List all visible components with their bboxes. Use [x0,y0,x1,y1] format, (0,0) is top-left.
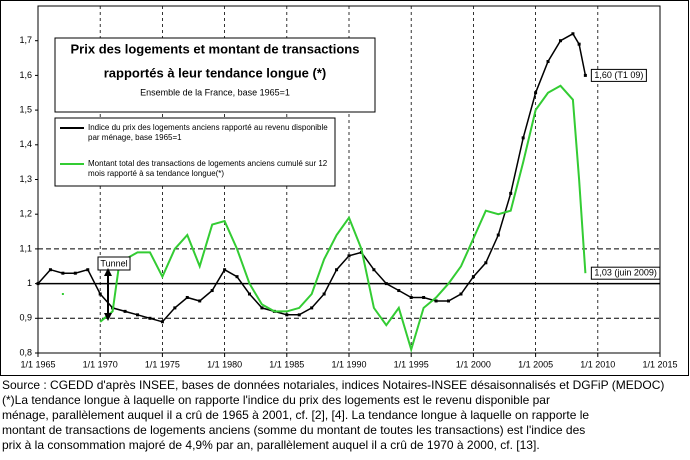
point [534,91,538,95]
point [521,136,525,140]
series-line [37,32,587,323]
chart-title: rapportés à leur tendance longue (*) [104,65,327,80]
y-tick-label: 1,3 [19,174,32,184]
x-tick-label: 1/1 2000 [456,359,491,369]
chart-frame [0,0,689,376]
point [61,271,65,275]
point [484,261,488,265]
point [247,292,251,296]
annotation: 1,60 (T1 09) [594,70,643,80]
point [471,275,475,279]
point [409,295,413,299]
source: Source : CGEDD d'après INSEE, bases de d… [2,378,665,392]
point [297,313,301,317]
x-tick-label: 1/1 1970 [83,359,118,369]
y-tick-label: 1,6 [19,70,32,80]
x-tick-label: 1/1 2015 [642,359,677,369]
point [347,254,351,258]
point [509,191,513,195]
point [73,271,77,275]
point [571,32,575,36]
legend-label: Montant total des transactions de logeme… [88,159,328,178]
point [198,299,202,303]
y-tick-label: 1,1 [19,243,32,253]
legend-item: Montant total des transactions de logeme… [88,159,328,178]
point [459,292,463,296]
y-tick-label: 1,4 [19,139,32,149]
point [397,289,401,293]
point [123,309,127,313]
x-tick-label: 1/1 1990 [331,359,366,369]
point [546,60,550,64]
point [285,313,289,317]
note-line: montant de transactions de logements anc… [2,423,586,437]
y-tick-label: 1,7 [19,35,32,45]
point [235,275,239,279]
annotation: 1,03 (juin 2009) [594,268,657,278]
x-tick-label: 1/1 1985 [269,359,304,369]
point [583,73,587,77]
point [160,320,164,324]
point [384,282,388,286]
y-tick-label: 1 [27,278,32,288]
annotation-box [590,68,647,82]
x-tick-label: 1/1 1975 [145,359,180,369]
point [496,233,500,237]
point [335,268,339,272]
chart: 0,8 0,9 1 1,1 1,2 1,3 1,4 1,5 1,6 1,7 1/1 1965 1/1 … [0,0,689,376]
point [185,295,189,299]
point [322,292,326,296]
point [577,42,581,46]
point [372,268,376,272]
tunnel-box [97,256,131,271]
y-tick-label: 1,5 [19,104,32,114]
legend-box [54,117,336,187]
tunnel-label: Tunnel [100,258,127,268]
chart-subtitle: Ensemble de la France, base 1965=1 [140,87,290,97]
point [210,289,214,293]
y-tick-label: 1,2 [19,209,32,219]
x-tick-label: 1/1 2005 [518,359,553,369]
legend-label: Indice du prix des logements anciens rap… [88,123,328,142]
point [98,292,102,296]
point [434,299,438,303]
y-tick-label: 0,8 [19,347,32,357]
note-line: ménage, parallèlement auquel il a crû de… [2,408,590,422]
point [310,306,314,310]
point [447,299,451,303]
point [136,313,140,317]
x-tick-label: 1/1 1980 [207,359,242,369]
series-line [99,84,587,354]
point [422,295,426,299]
legend-item: Indice du prix des logements anciens rap… [88,123,328,142]
note-line: (*)La tendance longue à laquelle on rapp… [2,393,550,407]
title-box [54,37,376,113]
x-tick-label: 1/1 1965 [20,359,55,369]
note-line: prix à la consommation majoré de 4,9% pa… [2,438,540,452]
point [48,268,52,272]
y-tick-label: 0,9 [19,313,32,323]
point [260,306,264,310]
annotation-box [590,266,661,280]
point [61,293,64,296]
point [558,39,562,43]
x-tick-label: 1/1 1995 [394,359,429,369]
point [173,306,177,310]
point [148,316,152,320]
chart-title: Prix des logements et montant de transac… [71,41,360,56]
x-tick-label: 1/1 2010 [580,359,615,369]
point [223,268,227,272]
point [36,282,40,286]
point [86,268,90,272]
